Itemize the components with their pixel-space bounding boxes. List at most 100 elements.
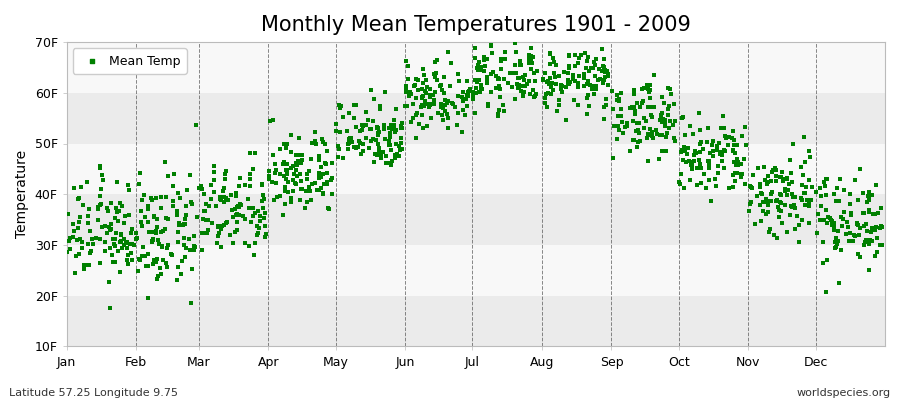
Point bbox=[727, 150, 742, 157]
Point bbox=[778, 188, 792, 194]
Point bbox=[598, 69, 612, 76]
Point bbox=[226, 214, 240, 220]
Point bbox=[586, 65, 600, 72]
Point bbox=[757, 199, 771, 205]
Point bbox=[755, 191, 770, 197]
Point bbox=[284, 132, 299, 138]
Point bbox=[369, 152, 383, 158]
Point bbox=[213, 244, 228, 250]
Point bbox=[292, 151, 306, 158]
Point bbox=[626, 104, 641, 110]
Point bbox=[177, 221, 192, 227]
Point bbox=[393, 135, 408, 141]
Point bbox=[706, 138, 721, 144]
Point bbox=[73, 236, 87, 242]
Point bbox=[480, 74, 494, 80]
Point bbox=[186, 247, 201, 253]
Point bbox=[587, 59, 601, 66]
Point bbox=[316, 171, 330, 177]
Point bbox=[284, 195, 299, 201]
Point bbox=[266, 151, 281, 158]
Point bbox=[543, 74, 557, 81]
Point bbox=[133, 208, 148, 214]
Point bbox=[137, 192, 151, 199]
Point bbox=[195, 229, 210, 236]
Point bbox=[244, 218, 258, 225]
Point bbox=[760, 181, 774, 187]
Point bbox=[491, 107, 506, 114]
Point bbox=[598, 76, 612, 83]
Point bbox=[868, 226, 882, 233]
Point bbox=[568, 52, 582, 59]
Point bbox=[492, 83, 507, 90]
Point bbox=[815, 239, 830, 246]
Point bbox=[228, 229, 242, 235]
Point bbox=[494, 66, 508, 73]
Point bbox=[312, 174, 327, 181]
Point bbox=[775, 220, 789, 226]
Point bbox=[197, 208, 211, 214]
Point bbox=[761, 202, 776, 208]
Point bbox=[112, 269, 127, 276]
Point bbox=[598, 67, 612, 73]
Point bbox=[813, 184, 827, 191]
Point bbox=[484, 71, 499, 78]
Point bbox=[701, 125, 716, 132]
Point bbox=[663, 118, 678, 124]
Point bbox=[409, 112, 423, 118]
Point bbox=[103, 304, 117, 311]
Point bbox=[644, 82, 658, 88]
Title: Monthly Mean Temperatures 1901 - 2009: Monthly Mean Temperatures 1901 - 2009 bbox=[261, 15, 691, 35]
Point bbox=[177, 234, 192, 241]
Point bbox=[436, 90, 451, 96]
Point bbox=[860, 228, 874, 234]
Point bbox=[842, 201, 857, 208]
Point bbox=[81, 213, 95, 219]
Point bbox=[109, 205, 123, 211]
Point bbox=[574, 52, 589, 58]
Point bbox=[862, 267, 877, 274]
Point bbox=[353, 128, 367, 134]
Point bbox=[388, 152, 402, 159]
Point bbox=[410, 87, 425, 93]
Point bbox=[112, 208, 127, 214]
Point bbox=[388, 128, 402, 135]
Point bbox=[802, 220, 816, 226]
Point bbox=[489, 85, 503, 91]
Point bbox=[226, 240, 240, 246]
Point bbox=[286, 188, 301, 195]
Point bbox=[427, 100, 441, 107]
Point bbox=[146, 229, 160, 235]
Point bbox=[653, 112, 668, 118]
Point bbox=[802, 200, 816, 206]
Point bbox=[555, 83, 570, 90]
Point bbox=[563, 79, 578, 85]
Point bbox=[428, 70, 443, 76]
Point bbox=[644, 104, 659, 110]
Point bbox=[568, 63, 582, 69]
Point bbox=[759, 196, 773, 202]
Point bbox=[94, 163, 108, 169]
Point bbox=[114, 230, 129, 237]
Point bbox=[177, 216, 192, 222]
Point bbox=[614, 112, 628, 119]
Point bbox=[292, 197, 307, 204]
Point bbox=[580, 95, 594, 101]
Point bbox=[661, 85, 675, 92]
Point bbox=[175, 271, 189, 277]
Point bbox=[135, 196, 149, 203]
Point bbox=[861, 209, 876, 216]
Point bbox=[594, 46, 608, 52]
Point bbox=[93, 165, 107, 172]
Point bbox=[668, 138, 682, 144]
Point bbox=[144, 238, 158, 244]
Point bbox=[545, 80, 560, 86]
Point bbox=[540, 104, 554, 110]
Point bbox=[382, 138, 397, 144]
Point bbox=[392, 153, 407, 159]
Point bbox=[166, 252, 180, 258]
Point bbox=[875, 242, 889, 248]
Point bbox=[402, 89, 417, 96]
Point bbox=[627, 90, 642, 97]
Point bbox=[685, 161, 699, 168]
